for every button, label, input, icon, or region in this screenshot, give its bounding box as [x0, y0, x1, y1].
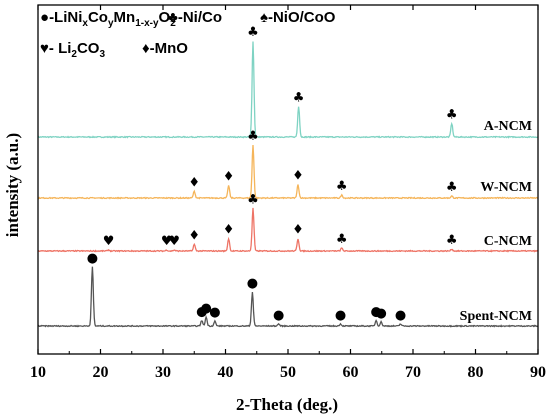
x-tick-label: 80 [468, 364, 484, 381]
peak-marker: ♣ [336, 179, 348, 194]
series-label-c-ncm: C-NCM [484, 234, 532, 249]
x-tick-label: 20 [93, 364, 109, 381]
series-labels: A-NCM W-NCM C-NCM Spent-NCM [460, 119, 532, 324]
peak-marker: ● [209, 305, 220, 320]
x-tick-label: 70 [405, 364, 421, 381]
peak-marker: ● [200, 301, 211, 316]
peak-marker: ♥ [161, 234, 173, 249]
peak-marker: ♣ [247, 192, 259, 207]
peak-marker: ♥ [103, 234, 115, 249]
peak-marker: ● [247, 276, 258, 291]
peak-marker: ● [375, 306, 386, 321]
x-axis-title: 2-Theta (deg.) [236, 395, 338, 414]
legend-item: ♦-MnO [142, 40, 188, 57]
peak-marker: ♦ [188, 228, 200, 243]
series-line-spent-ncm [37, 266, 539, 328]
peak-marker: ● [87, 251, 98, 266]
legend: ●-LiNixCoyMn1-x-yO2♣-Ni/Co ♠-NiO/CoO ♥- Li… [40, 9, 336, 60]
peak-marker: ♦ [292, 169, 304, 184]
x-tick-label: 60 [343, 364, 359, 381]
legend-item: ●-LiNixCoyMn1-x-yO2 [40, 9, 176, 29]
peak-marker: ♣ [446, 233, 458, 248]
series-line-c-ncm [37, 207, 539, 253]
peak-marker: ● [395, 308, 406, 323]
plot-area [38, 5, 538, 354]
legend-item: ♣-Ni/Co [168, 9, 222, 26]
x-tick-label: 40 [218, 364, 234, 381]
peak-marker: ♥ [168, 234, 180, 249]
marker-layer: ♣♣♣♦ ♦♣♦♣ ♣♥ ♥♥ ♦ ♦♣♦♣ ♣●●●●●● ● ●● ● [87, 25, 458, 323]
peak-marker: ♣ [446, 108, 458, 123]
series-label-spent-ncm: Spent-NCM [460, 309, 532, 324]
peak-marker: ♦ [292, 223, 304, 238]
peak-marker: ● [196, 305, 207, 320]
peak-marker: ● [370, 305, 381, 320]
plot-background [38, 5, 538, 354]
peak-marker: ♦ [188, 175, 200, 190]
y-axis-title: intensity (a.u.) [3, 133, 22, 237]
peak-marker: ● [335, 308, 346, 323]
x-tick-label: 50 [280, 364, 296, 381]
peak-marker: ♦ [223, 223, 235, 238]
x-tick-label: 90 [530, 364, 546, 381]
series-label-w-ncm: W-NCM [480, 180, 532, 195]
peak-marker: ♦ [223, 170, 235, 185]
peak-marker: ♣ [336, 232, 348, 247]
series-line-w-ncm [37, 144, 538, 200]
peak-marker: ♣ [247, 25, 259, 40]
legend-item: ♠-NiO/CoO [260, 9, 336, 26]
peak-marker: ♣ [247, 129, 259, 144]
x-tick-label: 10 [30, 364, 46, 381]
peak-marker: ♣ [293, 90, 305, 105]
series-line-a-ncm [37, 41, 539, 139]
axes: 10 20 30 40 50 60 70 80 90 [30, 4, 546, 381]
x-tick-label: 30 [155, 364, 171, 381]
peak-marker: ♣ [446, 180, 458, 195]
series-layer [37, 41, 539, 328]
peak-marker: ● [273, 308, 284, 323]
series-label-a-ncm: A-NCM [484, 119, 532, 134]
legend-item: ♥- Li2CO3 [40, 40, 105, 60]
